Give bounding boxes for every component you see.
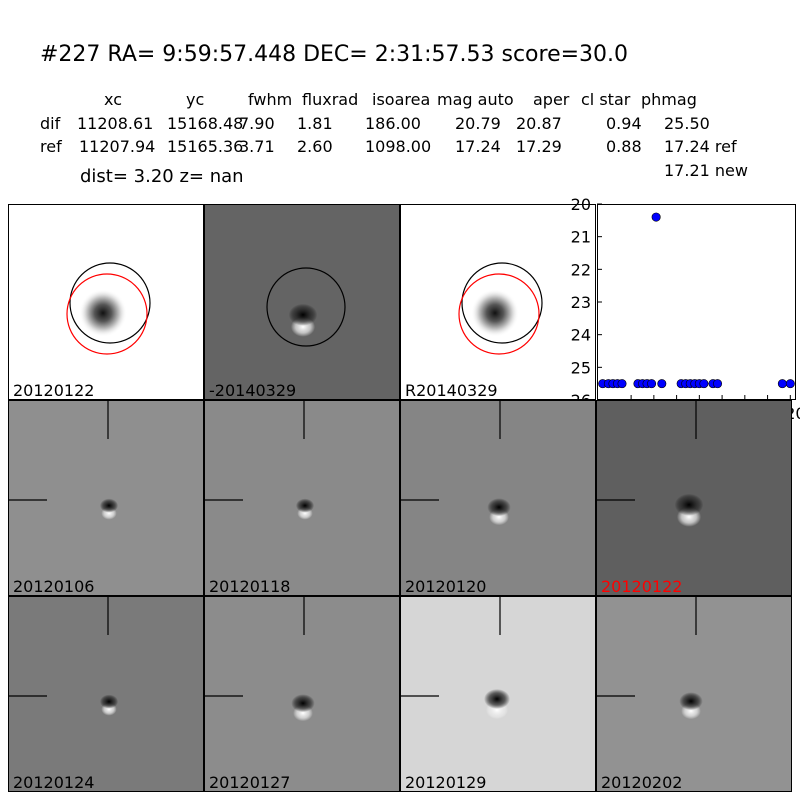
stamp-date-label: -20140329 xyxy=(209,381,297,400)
stamp-panel-grid: 20120106 xyxy=(8,400,204,596)
column-header: fluxrad xyxy=(302,90,359,109)
y-tick-label: 21 xyxy=(571,228,591,247)
data-point xyxy=(647,379,657,389)
table-cell: 7.90 xyxy=(239,114,275,133)
stamp-date-label: 20120122 xyxy=(601,577,683,596)
y-tick-label: 24 xyxy=(571,326,591,345)
y-tick-label: 20 xyxy=(571,195,591,214)
data-point xyxy=(699,379,709,389)
y-tick-label: 25 xyxy=(571,358,591,377)
table-cell: 15168.48 xyxy=(167,114,244,133)
table-cell: 1098.00 xyxy=(365,137,432,156)
column-header: yc xyxy=(186,90,205,109)
data-point xyxy=(657,379,667,389)
residual-negative xyxy=(679,692,703,711)
stamp-date-label: R20140329 xyxy=(405,381,498,400)
data-point xyxy=(777,379,787,389)
residual-negative xyxy=(674,493,704,516)
stamp-date-label: 20120120 xyxy=(405,577,487,596)
data-point xyxy=(785,379,795,389)
table-cell: 25.50 xyxy=(664,114,710,133)
table-cell: 17.24 ref xyxy=(664,137,737,156)
column-header: isoarea xyxy=(372,90,431,109)
stamp-panel-grid: 20120124 xyxy=(8,596,204,792)
stamp-date-label: 20120129 xyxy=(405,773,487,792)
table-cell: 15165.36 xyxy=(167,137,244,156)
residual-negative xyxy=(288,303,318,326)
star-blob xyxy=(471,289,519,337)
table-cell: 0.88 xyxy=(606,137,642,156)
stamp-panel-grid: 20120122 xyxy=(596,400,792,596)
y-tick-label: 22 xyxy=(571,260,591,279)
data-point xyxy=(617,379,627,389)
table-cell: 186.00 xyxy=(365,114,421,133)
stamp-panel-grid: 20120120 xyxy=(400,400,596,596)
aperture-circle-ref xyxy=(69,262,151,344)
stamp-date-label: 20120127 xyxy=(209,773,291,792)
residual-negative xyxy=(484,689,510,709)
lightcurve-chart: 20212223242526-20020406080100120 xyxy=(571,195,800,423)
new-phmag-value: 17.21 new xyxy=(664,161,748,180)
stamp-date-label: 20120124 xyxy=(13,773,95,792)
row-label: dif xyxy=(40,114,61,133)
table-cell: 1.81 xyxy=(297,114,333,133)
residual-negative xyxy=(291,694,315,713)
aperture-circle-ref xyxy=(266,267,346,347)
table-cell: 11208.61 xyxy=(77,114,154,133)
aperture-circle-ref xyxy=(461,262,543,344)
data-point xyxy=(651,212,661,222)
column-header: aper xyxy=(533,90,570,109)
candidate-title: #227 RA= 9:59:57.448 DEC= 2:31:57.53 sco… xyxy=(40,42,629,67)
stamp-panel-top: R20140329 xyxy=(400,204,596,400)
stamp-panel-grid: 20120202 xyxy=(596,596,792,792)
residual-negative xyxy=(295,498,315,513)
residual-negative xyxy=(487,498,511,517)
residual-negative xyxy=(99,498,119,513)
data-point xyxy=(713,379,723,389)
table-cell: 3.71 xyxy=(239,137,275,156)
aperture-circle-new xyxy=(458,273,540,355)
row-label: ref xyxy=(40,137,62,156)
distance-redshift-line: dist= 3.20 z= nan xyxy=(80,166,244,187)
table-cell: 0.94 xyxy=(606,114,642,133)
stamp-panel-grid: 20120118 xyxy=(204,400,400,596)
column-header: cl star xyxy=(581,90,631,109)
plot-frame xyxy=(597,204,796,400)
star-blob xyxy=(79,289,127,337)
residual-negative xyxy=(99,694,119,709)
stamp-panel-top: 20120122 xyxy=(8,204,204,400)
stamp-panel-top: -20140329 xyxy=(204,204,400,400)
table-cell: 17.24 xyxy=(455,137,501,156)
column-header: xc xyxy=(104,90,122,109)
stamp-panel-grid: 20120127 xyxy=(204,596,400,792)
table-cell: 20.79 xyxy=(455,114,501,133)
column-header: fwhm xyxy=(248,90,293,109)
y-tick-label: 23 xyxy=(571,293,591,312)
table-cell: 20.87 xyxy=(516,114,562,133)
stamp-date-label: 20120106 xyxy=(13,577,95,596)
table-cell: 17.29 xyxy=(516,137,562,156)
stamp-date-label: 20120202 xyxy=(601,773,683,792)
table-cell: 2.60 xyxy=(297,137,333,156)
column-header: mag auto xyxy=(437,90,514,109)
aperture-circle-new xyxy=(66,273,148,355)
column-header: phmag xyxy=(641,90,697,109)
stamp-date-label: 20120122 xyxy=(13,381,95,400)
stamp-date-label: 20120118 xyxy=(209,577,291,596)
table-cell: 11207.94 xyxy=(79,137,156,156)
stamp-panel-grid: 20120129 xyxy=(400,596,596,792)
